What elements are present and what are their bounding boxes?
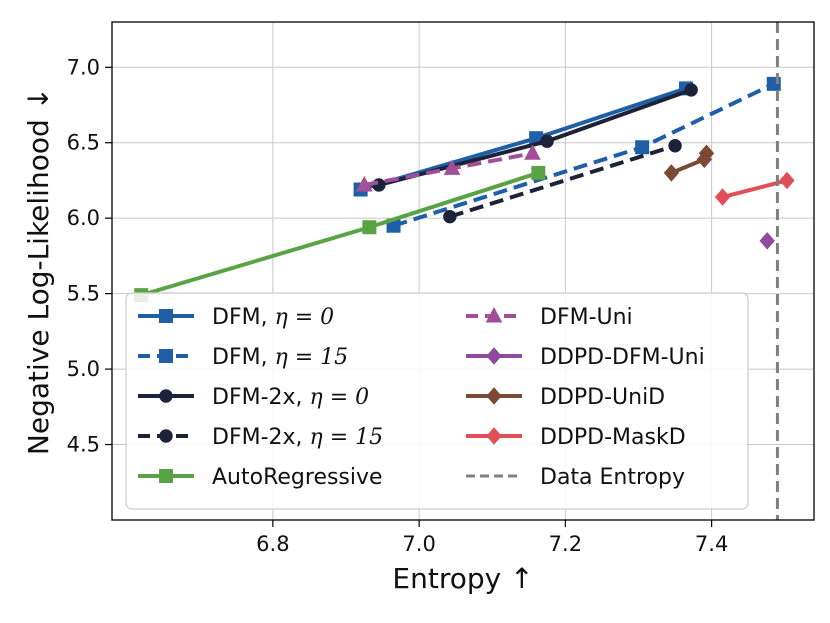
y-axis-title: Negative Log-Likelihood ↓: [22, 87, 55, 455]
legend-entry-data-entropy: Data Entropy: [466, 465, 685, 490]
legend-label: DFM-2x, η = 0: [212, 385, 369, 410]
legend-swatch-marker: [159, 469, 173, 483]
data-point: [684, 83, 698, 97]
series-line-dfm-2x-15: [449, 143, 676, 219]
data-point: [443, 159, 461, 175]
x-tick-label: 6.8: [256, 532, 289, 556]
y-tick-label: 4.5: [67, 433, 100, 457]
data-point: [540, 134, 554, 148]
legend-swatch-marker: [486, 387, 502, 405]
x-tick-label: 7.2: [549, 532, 582, 556]
plot-frame: [111, 21, 815, 521]
legend-label: DFM-2x, η = 15: [212, 425, 383, 450]
legend-swatch-marker: [159, 309, 173, 323]
legend-entry-autoregressive: AutoRegressive: [138, 465, 383, 490]
legend-box: [125, 292, 749, 510]
data-point: [714, 188, 731, 206]
legend-swatch-marker: [485, 306, 503, 323]
y-tick-label: 5.5: [67, 282, 100, 306]
legend-entry-ddpd-dfm-uni: DDPD-DFM-Uni: [466, 345, 705, 370]
legend-entry-ddpd-maskd: DDPD-MaskD: [466, 425, 686, 450]
legend-swatch-marker: [159, 389, 173, 403]
x-axis-title: Entropy ↑: [392, 562, 533, 595]
series-ddpd-unid: [663, 144, 715, 182]
legend-entry-dfm-2x-15: DFM-2x, η = 15: [138, 425, 383, 450]
series-dfm-2x-15: [443, 139, 682, 224]
data-point: [759, 232, 775, 250]
legend: DFM, η = 0 DFM, η = 15 DFM-2x, η = 0 DFM-2x…: [125, 292, 749, 510]
legend-swatch-marker: [159, 349, 173, 363]
legend-label: DDPD-UniD: [540, 385, 665, 410]
x-tick-label: 7.4: [695, 532, 728, 556]
data-point: [663, 164, 680, 182]
data-point: [362, 220, 377, 235]
legend-label: DDPD-DFM-Uni: [540, 345, 705, 370]
data-point: [698, 144, 715, 163]
y-tick-label: 6.0: [67, 206, 100, 230]
series-layer: [134, 76, 795, 303]
data-point: [531, 165, 546, 180]
y-tick-label: 5.0: [67, 357, 100, 381]
legend-label: DFM-Uni: [540, 305, 633, 330]
legend-label: DDPD-MaskD: [540, 425, 686, 450]
data-point: [635, 140, 650, 155]
data-point: [668, 139, 682, 153]
data-point: [355, 175, 373, 192]
series-dfm-uni: [355, 144, 541, 192]
legend-swatch-marker: [486, 347, 502, 365]
series-ddpd-dfm-uni: [759, 232, 775, 250]
legend-entry-dfm-15: DFM, η = 15: [138, 345, 348, 370]
legend-swatch-marker: [159, 429, 173, 443]
x-tick-label: 7.0: [402, 532, 435, 556]
legend-label: AutoRegressive: [212, 465, 383, 490]
legend-entry-ddpd-unid: DDPD-UniD: [466, 385, 665, 410]
data-point: [779, 171, 795, 190]
y-tick-label: 7.0: [67, 55, 100, 79]
y-tick-label: 6.5: [67, 131, 100, 155]
y-axis-ticks: 4.5 5.0 5.5 6.0 6.5 7.0: [67, 55, 112, 457]
legend-swatch-marker: [486, 427, 502, 445]
legend-label: DFM, η = 0: [212, 305, 334, 330]
legend-entry-dfm-2x-0: DFM-2x, η = 0: [138, 385, 369, 410]
legend-label: DFM, η = 15: [212, 345, 348, 370]
data-point: [443, 209, 457, 224]
legend-entry-dfm-uni: DFM-Uni: [466, 305, 633, 330]
legend-entry-dfm-0: DFM, η = 0: [138, 305, 334, 330]
data-point: [524, 144, 541, 160]
legend-label: Data Entropy: [540, 465, 685, 490]
x-axis-ticks: 6.8 7.0 7.2 7.4: [256, 520, 728, 556]
